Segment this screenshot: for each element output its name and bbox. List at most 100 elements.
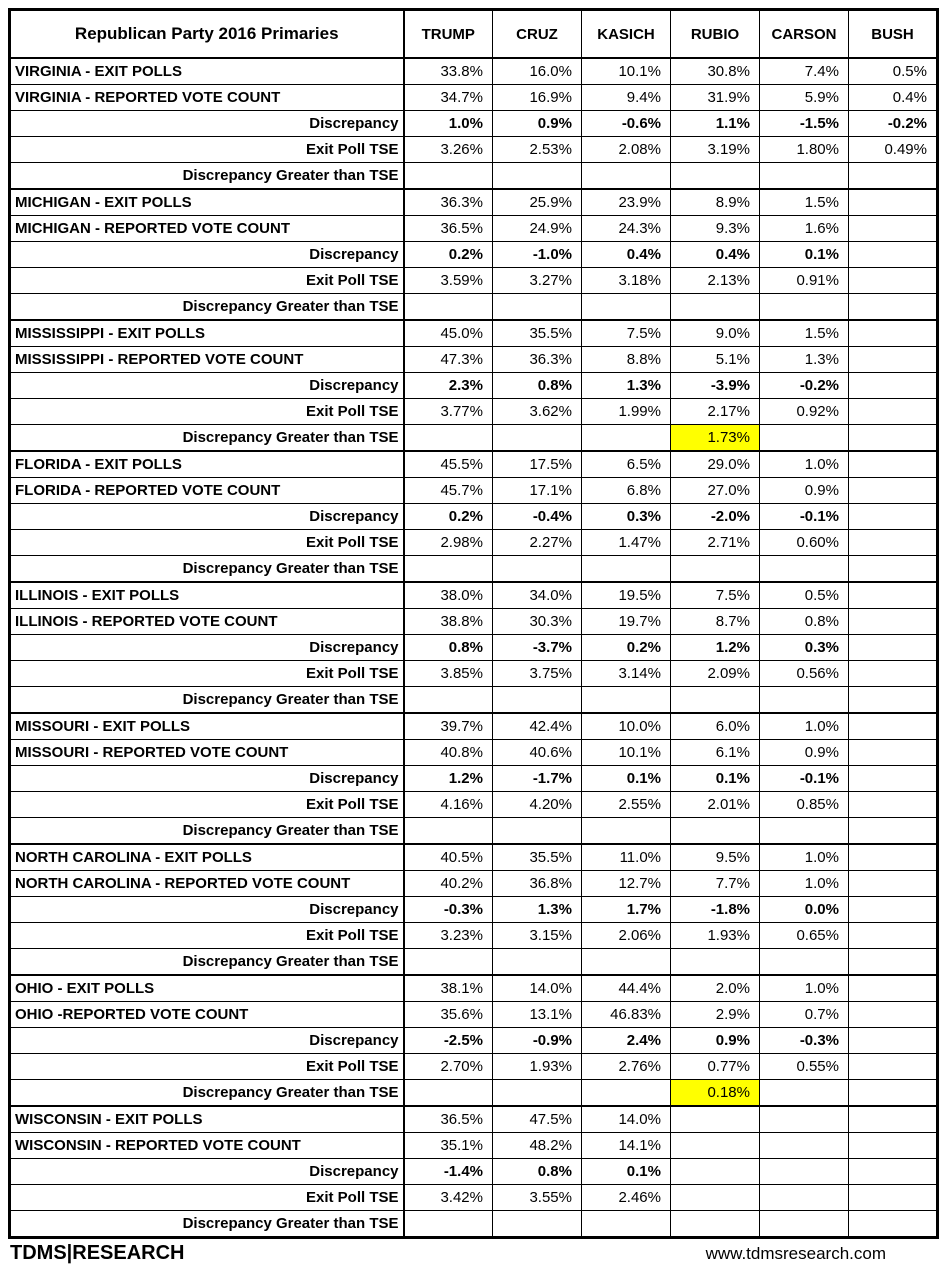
cell-trump: 36.5% — [403, 1105, 493, 1133]
table-row-florida-disc: Discrepancy 0.2% -0.4% 0.3% -2.0% -0.1% — [9, 503, 938, 530]
cell-carson: 0.85% — [759, 791, 849, 818]
cell-carson — [759, 817, 849, 845]
cell-rubio — [670, 162, 760, 190]
row-label: Discrepancy Greater than TSE — [9, 686, 405, 714]
cell-bush — [848, 843, 938, 871]
row-label: WISCONSIN - REPORTED VOTE COUNT — [9, 1132, 405, 1159]
cell-rubio — [670, 555, 760, 583]
cell-kasich: 1.3% — [581, 372, 671, 399]
cell-kasich: 0.2% — [581, 634, 671, 661]
cell-cruz: 30.3% — [492, 608, 582, 635]
table-row-mississippi-greater: Discrepancy Greater than TSE 1.73% — [9, 424, 938, 452]
cell-kasich: 24.3% — [581, 215, 671, 242]
cell-bush — [848, 424, 938, 452]
row-label: VIRGINIA - REPORTED VOTE COUNT — [9, 84, 405, 111]
cell-carson: 0.9% — [759, 739, 849, 766]
table-row-wisconsin-tse: Exit Poll TSE 3.42% 3.55% 2.46% — [9, 1184, 938, 1211]
cell-carson — [759, 948, 849, 976]
cell-cruz: 14.0% — [492, 974, 582, 1002]
cell-trump — [403, 948, 493, 976]
cell-cruz: 40.6% — [492, 739, 582, 766]
cell-cruz — [492, 424, 582, 452]
cell-carson: 0.56% — [759, 660, 849, 687]
cell-bush: 0.4% — [848, 84, 938, 111]
cell-bush — [848, 162, 938, 190]
cell-kasich: 0.1% — [581, 1158, 671, 1185]
cell-bush — [848, 267, 938, 294]
cell-cruz: 25.9% — [492, 188, 582, 216]
cell-bush — [848, 686, 938, 714]
cell-carson — [759, 1079, 849, 1107]
row-label: Discrepancy Greater than TSE — [9, 424, 405, 452]
cell-rubio: 9.5% — [670, 843, 760, 871]
cell-trump: 4.16% — [403, 791, 493, 818]
cell-cruz — [492, 162, 582, 190]
cell-bush — [848, 608, 938, 635]
table-row-virginia-tse: Exit Poll TSE 3.26% 2.53% 2.08% 3.19% 1.80% 0.… — [9, 136, 938, 163]
cell-trump — [403, 686, 493, 714]
brand-text: TDMS|RESEARCH — [10, 1242, 185, 1264]
row-label: Discrepancy Greater than TSE — [9, 162, 405, 190]
column-header-kasich: KASICH — [581, 9, 671, 59]
cell-carson: 1.5% — [759, 319, 849, 347]
table-row-michigan-tse: Exit Poll TSE 3.59% 3.27% 3.18% 2.13% 0.91% — [9, 267, 938, 294]
cell-carson: 5.9% — [759, 84, 849, 111]
cell-cruz — [492, 948, 582, 976]
row-label: MISSOURI - REPORTED VOTE COUNT — [9, 739, 405, 766]
cell-bush — [848, 319, 938, 347]
table-row-north-carolina-greater: Discrepancy Greater than TSE — [9, 948, 938, 976]
cell-rubio: 0.9% — [670, 1027, 760, 1054]
cell-rubio: 6.1% — [670, 739, 760, 766]
cell-bush: -0.2% — [848, 110, 938, 137]
cell-trump: 38.1% — [403, 974, 493, 1002]
highlighted-cell-rubio: 0.18% — [670, 1079, 760, 1107]
column-header-bush: BUSH — [848, 9, 938, 59]
column-header-trump: TRUMP — [403, 9, 493, 59]
table-row-ohio-reported: OHIO -REPORTED VOTE COUNT 35.6% 13.1% 46.83… — [9, 1001, 938, 1028]
table-row-missouri-exit: MISSOURI - EXIT POLLS 39.7% 42.4% 10.0% 6.0%… — [9, 712, 938, 740]
cell-rubio — [670, 1184, 760, 1211]
row-label: Discrepancy Greater than TSE — [9, 1210, 405, 1239]
table-row-florida-exit: FLORIDA - EXIT POLLS 45.5% 17.5% 6.5% 29.0% 1… — [9, 450, 938, 478]
row-label: Exit Poll TSE — [9, 1053, 405, 1080]
cell-rubio — [670, 1105, 760, 1133]
cell-rubio: 7.5% — [670, 581, 760, 609]
cell-kasich: -0.6% — [581, 110, 671, 137]
cell-bush — [848, 1210, 938, 1239]
cell-trump: 35.6% — [403, 1001, 493, 1028]
cell-trump: 36.3% — [403, 188, 493, 216]
cell-kasich: 0.1% — [581, 765, 671, 792]
cell-rubio: 0.77% — [670, 1053, 760, 1080]
cell-carson: 1.0% — [759, 870, 849, 897]
cell-kasich: 0.4% — [581, 241, 671, 268]
cell-trump: 0.8% — [403, 634, 493, 661]
row-label: Discrepancy — [9, 241, 405, 268]
cell-carson: 1.0% — [759, 712, 849, 740]
table-row-mississippi-tse: Exit Poll TSE 3.77% 3.62% 1.99% 2.17% 0.92% — [9, 398, 938, 425]
cell-cruz: 1.3% — [492, 896, 582, 923]
table-row-missouri-tse: Exit Poll TSE 4.16% 4.20% 2.55% 2.01% 0.85% — [9, 791, 938, 818]
table-row-illinois-greater: Discrepancy Greater than TSE — [9, 686, 938, 714]
row-label: Discrepancy — [9, 634, 405, 661]
cell-carson: 0.55% — [759, 1053, 849, 1080]
cell-rubio: 9.0% — [670, 319, 760, 347]
cell-kasich — [581, 424, 671, 452]
cell-rubio: 2.0% — [670, 974, 760, 1002]
cell-cruz: 3.75% — [492, 660, 582, 687]
cell-cruz: 47.5% — [492, 1105, 582, 1133]
cell-cruz: 4.20% — [492, 791, 582, 818]
cell-trump — [403, 1079, 493, 1107]
cell-rubio: 8.7% — [670, 608, 760, 635]
row-label: Discrepancy — [9, 372, 405, 399]
cell-cruz: 1.93% — [492, 1053, 582, 1080]
cell-bush — [848, 1001, 938, 1028]
table-title: Republican Party 2016 Primaries — [9, 9, 405, 59]
cell-kasich — [581, 293, 671, 321]
cell-kasich: 2.55% — [581, 791, 671, 818]
cell-carson: 1.0% — [759, 450, 849, 478]
table-row-florida-tse: Exit Poll TSE 2.98% 2.27% 1.47% 2.71% 0.60% — [9, 529, 938, 556]
cell-rubio — [670, 1158, 760, 1185]
cell-bush: 0.5% — [848, 57, 938, 85]
cell-carson: 1.6% — [759, 215, 849, 242]
cell-kasich: 2.76% — [581, 1053, 671, 1080]
